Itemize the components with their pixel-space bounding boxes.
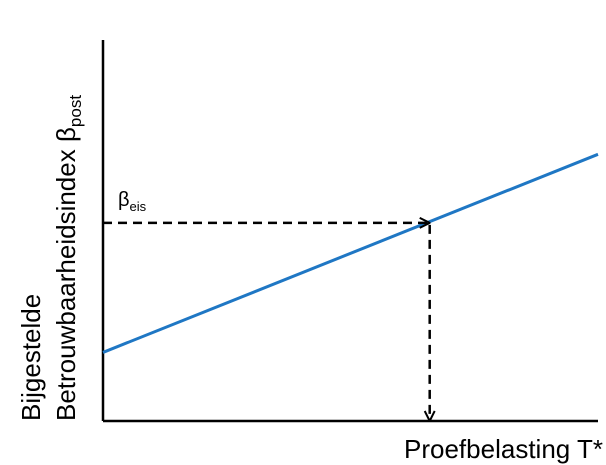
beta-eis-label: βeis [118, 189, 147, 214]
series-line [102, 152, 599, 354]
x-axis-title: Proefbelasting T* [404, 434, 603, 464]
y-axis-title-line2: Betrouwbaarheidsindex βpost [51, 95, 85, 421]
y-axis-title-line1: Bijgestelde [16, 294, 46, 421]
